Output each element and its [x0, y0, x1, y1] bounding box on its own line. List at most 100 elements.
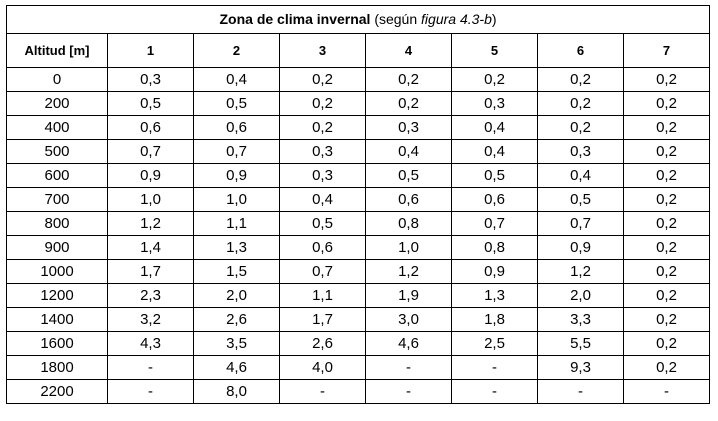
- table-cell: 0,5: [193, 91, 280, 116]
- table-cell: 1,3: [193, 235, 280, 260]
- table-cell: 0,5: [451, 163, 538, 188]
- table-cell: 0,6: [193, 115, 280, 140]
- table-cell: 0,6: [365, 187, 452, 212]
- table-cell: 2,6: [279, 331, 366, 356]
- table-cell: 1,5: [193, 259, 280, 284]
- table-cell: 0,7: [537, 211, 624, 236]
- table-cell: 0,6: [107, 115, 194, 140]
- table-cell: 1,0: [365, 235, 452, 260]
- altitude-cell: 1600: [6, 331, 108, 356]
- header-zone-1: 1: [107, 33, 194, 68]
- altitude-cell: 1000: [6, 259, 108, 284]
- altitude-cell: 0: [6, 67, 108, 92]
- table-cell: -: [107, 379, 194, 404]
- table-cell: 1,0: [107, 187, 194, 212]
- table-cell: 0,2: [622, 67, 711, 92]
- table-cell: 0,2: [622, 211, 711, 236]
- table-cell: 1,3: [451, 283, 538, 308]
- table-row: 700 1,0 1,0 0,4 0,6 0,6 0,5 0,2: [6, 187, 711, 212]
- table-row: 900 1,4 1,3 0,6 1,0 0,8 0,9 0,2: [6, 235, 711, 260]
- title-paren-close: ): [491, 11, 497, 27]
- table-cell: 0,2: [451, 67, 538, 92]
- table-cell: 0,8: [365, 211, 452, 236]
- table-cell: 0,3: [279, 163, 366, 188]
- table-cell: 0,2: [537, 67, 624, 92]
- header-zone-2: 2: [193, 33, 280, 68]
- table-cell: 1,8: [451, 307, 538, 332]
- table-cell: 3,0: [365, 307, 452, 332]
- table-cell: 0,2: [622, 91, 711, 116]
- altitude-cell: 1800: [6, 355, 108, 380]
- header-zone-7: 7: [622, 33, 711, 68]
- table-cell: -: [279, 379, 366, 404]
- table-cell: 0,3: [107, 67, 194, 92]
- altitude-cell: 800: [6, 211, 108, 236]
- table-cell: 0,2: [279, 115, 366, 140]
- table-cell: 0,9: [107, 163, 194, 188]
- table-cell: 0,2: [279, 91, 366, 116]
- table-cell: 0,4: [451, 139, 538, 164]
- table-row: 600 0,9 0,9 0,3 0,5 0,5 0,4 0,2: [6, 163, 711, 188]
- table-cell: 0,2: [622, 187, 711, 212]
- table-cell: 0,5: [279, 211, 366, 236]
- table-row: 2200-8,0- - - - -: [6, 379, 711, 404]
- table-cell: 0,2: [279, 67, 366, 92]
- table-cell: 0,7: [451, 211, 538, 236]
- altitude-cell: 400: [6, 115, 108, 140]
- table-cell: 2,0: [537, 283, 624, 308]
- header-zone-6: 6: [537, 33, 624, 68]
- table-cell: 3,2: [107, 307, 194, 332]
- table-cell: 0,5: [107, 91, 194, 116]
- table-cell: 0,7: [107, 139, 194, 164]
- table-row: 800 1,2 1,1 0,5 0,8 0,7 0,7 0,2: [6, 211, 711, 236]
- table-row: 1200 2,3 2,0 1,1 1,9 1,3 2,0 0,2: [6, 283, 711, 308]
- table-cell: -: [365, 379, 452, 404]
- table-cell: 4,6: [193, 355, 280, 380]
- table-cell: 0,9: [537, 235, 624, 260]
- table-row: 1600 4,3 3,5 2,6 4,6 2,5 5,5 0,2: [6, 331, 711, 356]
- title-bold-text: Zona de clima invernal: [219, 11, 371, 27]
- table-cell: 1,7: [107, 259, 194, 284]
- table-body: 0 0,3 0,4 0,2 0,2 0,2 0,2 0,2 200 0,5 0,5 0,2 0,2 0,3…: [6, 67, 711, 404]
- table-cell: 1,4: [107, 235, 194, 260]
- table-cell: 0,4: [537, 163, 624, 188]
- header-zone-4: 4: [365, 33, 452, 68]
- table-cell: 0,3: [365, 115, 452, 140]
- table-cell: 1,2: [537, 259, 624, 284]
- table-cell: 0,2: [622, 235, 711, 260]
- altitude-cell: 600: [6, 163, 108, 188]
- table-cell: 1,2: [107, 211, 194, 236]
- table-title: Zona de clima invernal (según figura 4.3…: [5, 5, 711, 34]
- table-cell: 2,3: [107, 283, 194, 308]
- table-cell: 1,0: [193, 187, 280, 212]
- table-cell: 0,8: [451, 235, 538, 260]
- table-cell: 0,2: [622, 259, 711, 284]
- table-cell: 0,4: [279, 187, 366, 212]
- table-title-row: Zona de clima invernal (según figura 4.3…: [5, 5, 711, 34]
- table-row: 200 0,5 0,5 0,2 0,2 0,3 0,2 0,2: [6, 91, 711, 116]
- table-cell: -: [107, 355, 194, 380]
- title-italic-ref: figura 4.3-b: [421, 11, 492, 27]
- table-cell: 0,2: [537, 91, 624, 116]
- table-cell: 0,9: [451, 259, 538, 284]
- snow-load-table: Zona de clima invernal (según figura 4.3…: [5, 5, 711, 404]
- table-cell: 0,7: [279, 259, 366, 284]
- table-cell: 1,7: [279, 307, 366, 332]
- table-cell: 0,2: [365, 91, 452, 116]
- table-cell: -: [622, 379, 711, 404]
- table-cell: 0,6: [451, 187, 538, 212]
- table-cell: 0,2: [622, 163, 711, 188]
- altitude-cell: 700: [6, 187, 108, 212]
- table-row: 500 0,7 0,7 0,3 0,4 0,4 0,3 0,2: [6, 139, 711, 164]
- table-cell: 0,4: [451, 115, 538, 140]
- altitude-cell: 1400: [6, 307, 108, 332]
- header-altitude: Altitud [m]: [6, 33, 108, 68]
- table-cell: 0,6: [279, 235, 366, 260]
- column-header-row: Altitud [m] 1 2 3 4 5 6 7: [6, 33, 711, 68]
- table-cell: 3,3: [537, 307, 624, 332]
- table-cell: 2,6: [193, 307, 280, 332]
- cropped-text-line: [0, 0, 718, 4]
- table-cell: 0,7: [193, 139, 280, 164]
- altitude-cell: 200: [6, 91, 108, 116]
- table-cell: 0,5: [365, 163, 452, 188]
